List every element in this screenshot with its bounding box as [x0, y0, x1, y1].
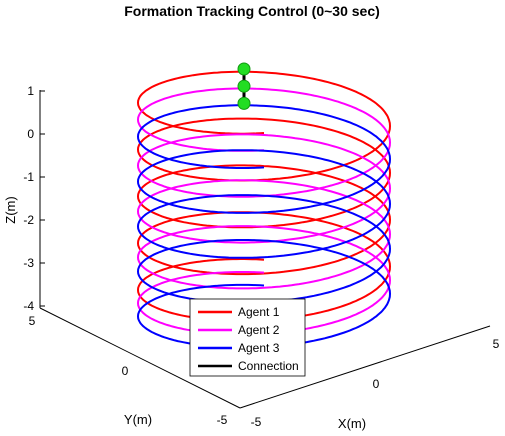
y-tick-label: 5 [29, 314, 36, 328]
legend-label: Agent 3 [238, 341, 280, 355]
agent-marker-3 [237, 96, 251, 110]
series-line-2 [136, 87, 392, 336]
z-tick-label: 1 [27, 84, 34, 98]
z-tick-label: 0 [27, 127, 34, 141]
y-axis-line [39, 307, 241, 409]
series-line-3 [136, 104, 392, 349]
x-ticks: -5 0 5 [251, 337, 500, 429]
z-tick-label: -4 [23, 299, 34, 313]
x-tick-label: 0 [373, 377, 380, 391]
legend: Agent 1 Agent 2 Agent 3 Connection [189, 298, 306, 377]
x-tick-label: 5 [493, 337, 500, 351]
legend-label: Agent 1 [238, 305, 280, 319]
series-group [136, 70, 392, 349]
legend-label: Connection [238, 359, 299, 373]
z-ticks: 1 0 -1 -2 -3 -4 [23, 84, 45, 313]
connection-group [237, 62, 251, 110]
series-line-1 [136, 70, 392, 322]
x-axis-label: X(m) [338, 416, 366, 431]
y-axis-label: Y(m) [124, 412, 152, 427]
chart-title: Formation Tracking Control (0~30 sec) [124, 3, 380, 19]
agent-marker-1 [237, 62, 251, 76]
z-tick-label: -2 [23, 213, 34, 227]
legend-label: Agent 2 [238, 323, 280, 337]
z-tick-label: -3 [23, 256, 34, 270]
x-axis-line [239, 325, 491, 409]
y-tick-label: 0 [122, 364, 129, 378]
z-tick-label: -1 [23, 170, 34, 184]
y-tick-label: -5 [217, 413, 228, 427]
agent-marker-2 [237, 79, 251, 93]
y-ticks: 5 0 -5 [29, 314, 228, 427]
z-axis-label: Z(m) [3, 196, 18, 223]
x-tick-label: -5 [251, 415, 262, 429]
axes [39, 90, 491, 409]
